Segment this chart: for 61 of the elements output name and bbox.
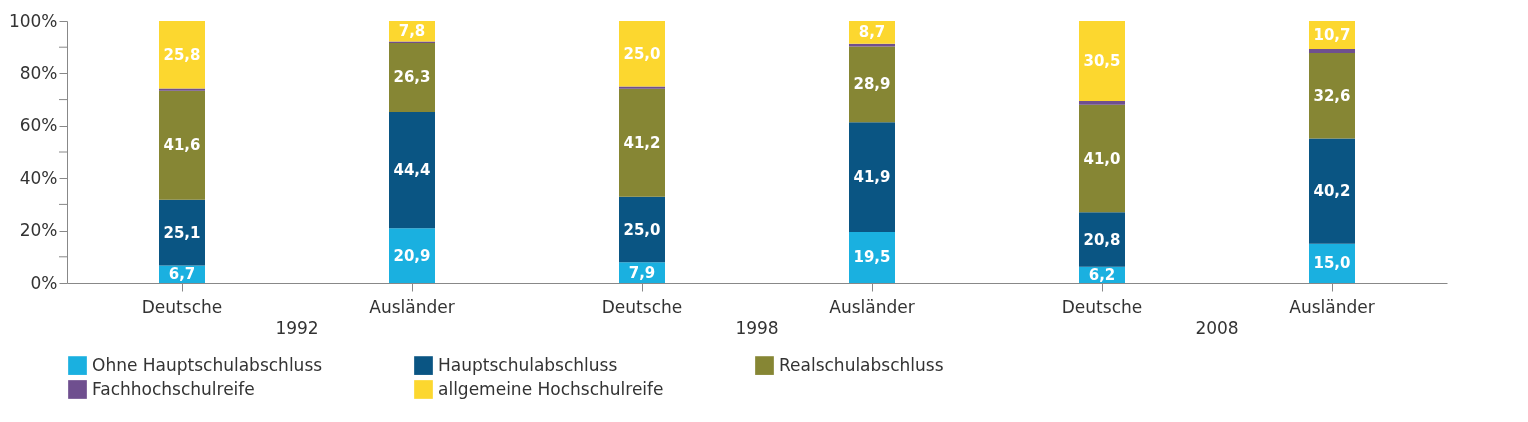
data-label: 7,8 [398,22,426,41]
legend-label: Fachhochschulreife [92,378,255,399]
x-tick-label: Deutsche [1061,296,1143,317]
bar [1079,100,1125,105]
data-label: 40,2 [1313,182,1351,201]
bar [389,43,435,112]
bar [849,46,895,123]
legend-label: Ohne Hauptschulabschluss [92,354,323,375]
data-label: 8,7 [858,23,886,42]
bar [1309,49,1355,53]
text: 1998 [735,318,779,338]
data-label: 44,4 [393,161,431,180]
bar [619,88,665,197]
data-label: 25,1 [163,223,201,242]
bar [1079,21,1125,101]
x-tick-label: Deutsche [141,296,223,317]
bar [159,21,205,89]
data-label: 41,9 [853,168,891,187]
data-label: 7,9 [628,263,656,282]
bar [1309,52,1355,139]
bar [159,199,205,266]
text: 2008 [1195,318,1239,338]
bar [619,21,665,87]
data-label: 19,5 [853,248,891,267]
data-label: 25,8 [163,45,201,64]
x-tick-label: Ausländer [829,296,915,317]
x-tick-label: Ausländer [369,296,455,317]
data-label: 28,9 [853,75,891,94]
bar [159,90,205,200]
data-label: 26,3 [393,68,431,87]
data-label: 10,7 [1313,26,1351,45]
data-label: 25,0 [623,44,661,63]
data-label: 25,0 [623,220,661,239]
data-label: 15,0 [1313,254,1351,273]
text: 1992 [275,318,319,338]
x-tick-label: Deutsche [601,296,683,317]
data-label: 41,0 [1083,149,1121,168]
legend-label: allgemeine Hochschulreife [438,378,664,399]
legend-label: Hauptschulabschluss [438,354,618,375]
y-tick-label: 40% [19,167,58,188]
data-label: 20,8 [1083,230,1121,249]
bar [1309,138,1355,244]
y-tick-label: 20% [19,220,58,241]
data-label: 41,2 [623,133,661,152]
bar [1079,104,1125,213]
data-label: 41,6 [163,136,201,155]
bar [389,111,435,229]
data-label: 20,9 [393,246,431,265]
legend-label: Realschulabschluss [779,354,944,375]
data-label: 6,2 [1088,265,1116,284]
x-tick-label: Ausländer [1289,296,1375,317]
data-label: 30,5 [1083,51,1121,70]
bar [619,196,665,263]
data-label: 32,6 [1313,86,1351,105]
y-tick-label: 0% [30,272,58,293]
y-tick-label: 100% [8,10,58,31]
y-tick-label: 80% [19,62,58,83]
data-label: 6,7 [168,265,196,284]
bar [849,122,895,232]
y-tick-label: 60% [19,115,58,136]
bar [159,88,205,91]
